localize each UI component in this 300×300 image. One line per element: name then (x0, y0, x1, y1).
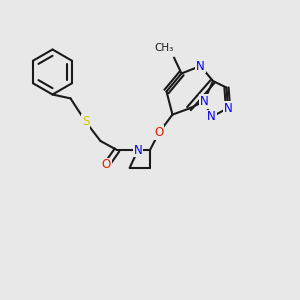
Text: O: O (102, 158, 111, 172)
Text: N: N (224, 101, 232, 115)
Text: N: N (196, 59, 205, 73)
Text: S: S (82, 115, 89, 128)
Text: N: N (134, 143, 142, 157)
Text: N: N (200, 95, 208, 108)
Text: N: N (207, 110, 216, 124)
Text: CH₃: CH₃ (155, 43, 174, 53)
Text: O: O (154, 126, 164, 139)
